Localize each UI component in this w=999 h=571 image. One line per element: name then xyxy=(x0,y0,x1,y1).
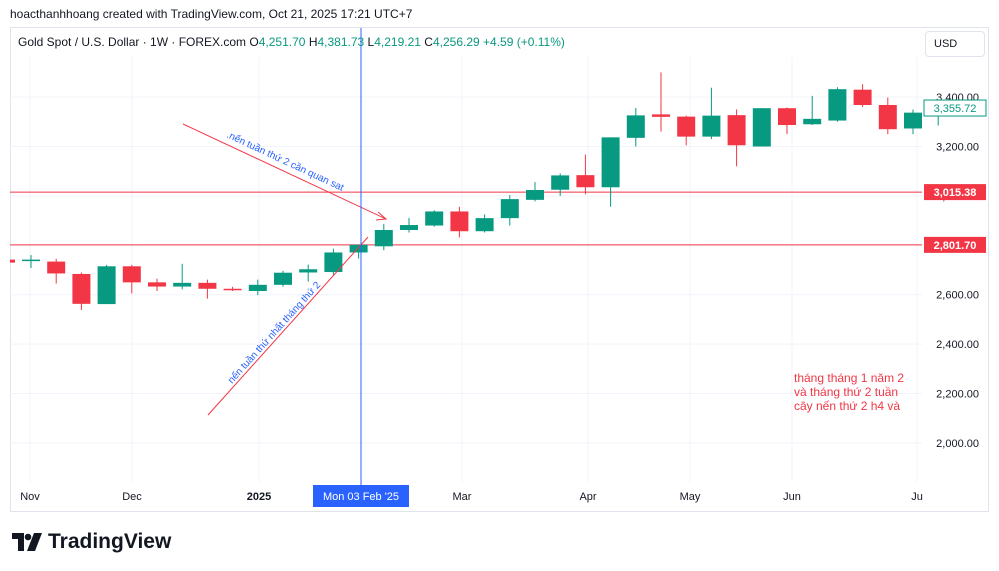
attribution-text: hoacthanhhoang created with TradingView.… xyxy=(10,7,413,21)
tradingview-logo[interactable]: TradingView xyxy=(12,530,171,554)
time-tick-label: May xyxy=(680,491,701,503)
time-tick-label: Nov xyxy=(20,491,40,503)
horizontal-levels xyxy=(10,191,922,246)
time-tick-label: Ju xyxy=(911,491,923,503)
arrow-line-2 xyxy=(207,236,369,416)
note-line: tháng tháng 1 năm 2 xyxy=(794,371,904,385)
candle-up xyxy=(526,189,544,200)
price-tick-label: 2,600.00 xyxy=(936,290,979,302)
note-line: và tháng thứ 2 tuần xyxy=(794,385,898,399)
candle-down xyxy=(223,288,242,291)
low-value: 4,219.21 xyxy=(374,35,421,49)
candle-up xyxy=(97,266,116,305)
time-tick-label: Dec xyxy=(122,491,142,503)
candle-down xyxy=(677,116,696,137)
candle-down xyxy=(47,261,66,274)
time-tick-label: Mar xyxy=(453,491,472,503)
open-label: O xyxy=(249,35,259,49)
candle-up xyxy=(601,137,620,188)
candle-down xyxy=(148,282,166,287)
candle-down xyxy=(450,211,469,232)
price-level-label: 3,015.38 xyxy=(934,187,977,199)
arrow-head-1 xyxy=(375,211,388,221)
candle-down xyxy=(727,115,746,146)
candle-up xyxy=(400,225,418,230)
change-value: +4.59 (+0.11%) xyxy=(483,35,565,49)
candle-up xyxy=(324,252,343,272)
open-value: 4,251.70 xyxy=(258,35,306,49)
candle-up xyxy=(904,112,922,129)
candle-down xyxy=(576,175,595,188)
crosshair-time-label: Mon 03 Feb '25 xyxy=(323,491,399,503)
close-value: 4,256.29 xyxy=(432,35,480,49)
candle-up xyxy=(349,244,368,253)
candle-down xyxy=(72,273,91,304)
price-tick-label: 3,200.00 xyxy=(936,142,979,154)
annotation-text-1: .nến tuần thứ 2 cần quan sat xyxy=(225,129,346,194)
time-tick-label: Apr xyxy=(579,491,596,503)
candle-down xyxy=(778,108,796,126)
tradingview-logo-icon xyxy=(12,533,42,551)
candle-up xyxy=(626,115,645,138)
candle-down xyxy=(652,114,670,117)
candles xyxy=(10,72,948,311)
price-level-tag xyxy=(924,236,986,253)
price-level-label: 2,801.70 xyxy=(934,240,977,252)
candle-up xyxy=(22,259,40,262)
price-tick-label: 2,200.00 xyxy=(936,389,979,401)
candle-up xyxy=(173,282,192,287)
candle-up xyxy=(248,284,267,291)
price-axis: 2,000.002,200.002,400.002,600.002,800.00… xyxy=(923,92,987,450)
time-axis: Nov Dec 2025 Mar Apr May Jun Ju xyxy=(20,491,923,503)
candle-up xyxy=(702,115,721,137)
candle-up xyxy=(374,229,393,247)
candle-up xyxy=(425,211,444,226)
candle-up xyxy=(274,272,292,285)
candle-up xyxy=(752,108,771,147)
high-value: 4,381.73 xyxy=(317,35,365,49)
crosshair: Mon 03 Feb '25 xyxy=(313,28,409,507)
candle-down xyxy=(878,105,897,130)
chart-frame xyxy=(10,27,989,512)
candle-up xyxy=(551,175,570,190)
note-line: cây nến thứ 2 h4 và xyxy=(794,399,900,413)
low-label: L xyxy=(367,35,375,49)
arrow-line-1 xyxy=(182,123,387,220)
high-label: H xyxy=(308,35,318,49)
price-tick-label: 2,000.00 xyxy=(936,438,979,450)
candle-up xyxy=(475,218,494,232)
candle-down xyxy=(198,282,217,289)
price-level-tag xyxy=(924,184,986,201)
currency-button[interactable]: USD xyxy=(925,31,985,57)
candle-up xyxy=(803,118,822,125)
candle-down xyxy=(122,266,141,283)
last-price-tag xyxy=(923,99,987,117)
close-label: C xyxy=(424,35,433,49)
last-price-label: 3,355.72 xyxy=(934,103,977,115)
time-tick-label: 2025 xyxy=(247,491,271,503)
time-tick-label: Jun xyxy=(783,491,801,503)
crosshair-time-tag xyxy=(313,485,409,507)
price-tick-label: 2,400.00 xyxy=(936,339,979,351)
candle-down xyxy=(853,89,872,106)
candle-partial xyxy=(10,259,15,263)
symbol-legend: Gold Spot / U.S. Dollar · 1W · FOREX.com… xyxy=(18,35,565,49)
candle-up xyxy=(500,199,519,219)
candle-up xyxy=(299,269,318,273)
brand-name: TradingView xyxy=(48,530,172,553)
candle-up xyxy=(828,89,847,121)
symbol-name: Gold Spot / U.S. Dollar · 1W · FOREX.com xyxy=(18,35,247,49)
